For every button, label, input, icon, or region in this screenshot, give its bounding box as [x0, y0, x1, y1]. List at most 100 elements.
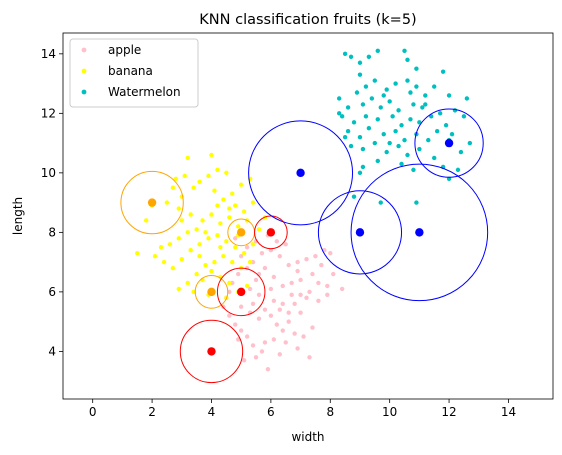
- point-watermelon-67: [342, 134, 348, 140]
- neighbour-radius-circle-2: [194, 275, 229, 309]
- point-banana-64: [209, 152, 214, 158]
- points-layer: [135, 48, 473, 372]
- plot-area-frame: [62, 32, 554, 400]
- point-apple-38: [319, 262, 324, 268]
- point-watermelon-44: [357, 134, 363, 140]
- neighbour-radius-circle-0: [120, 170, 184, 235]
- point-watermelon-34: [351, 120, 357, 125]
- legend-marker-banana: [81, 68, 87, 74]
- point-apple-12: [259, 349, 265, 354]
- point-banana-34: [188, 248, 193, 253]
- point-watermelon-22: [360, 102, 366, 107]
- point-apple-29: [271, 274, 277, 280]
- y-tick-label-14: 14: [41, 47, 56, 61]
- point-apple-28: [262, 265, 268, 271]
- neighbour-radius-circle-6: [248, 120, 354, 226]
- neighbour-radius-circle-5: [179, 319, 244, 384]
- point-watermelon-79: [351, 194, 357, 199]
- point-banana-21: [227, 215, 232, 220]
- point-apple-2: [268, 313, 274, 318]
- point-apple-47: [244, 245, 250, 250]
- y-tick-label-10: 10: [41, 166, 56, 180]
- point-watermelon-24: [378, 105, 383, 110]
- y-axis-label: length: [11, 197, 25, 235]
- point-watermelon-69: [455, 167, 461, 173]
- point-apple-57: [256, 292, 262, 298]
- point-banana-63: [182, 173, 187, 179]
- point-apple-16: [307, 355, 312, 360]
- point-apple-77: [253, 355, 259, 360]
- point-banana-14: [238, 182, 244, 187]
- test-point-8: [415, 228, 424, 237]
- legend-box: [69, 38, 199, 108]
- point-watermelon-48: [402, 137, 407, 143]
- point-apple-30: [280, 283, 285, 289]
- point-watermelon-68: [458, 149, 464, 155]
- point-banana-70: [247, 259, 253, 265]
- point-apple-62: [280, 328, 285, 333]
- test-point-1: [236, 228, 246, 237]
- point-banana-12: [221, 197, 226, 202]
- point-banana-11: [212, 188, 217, 193]
- point-watermelon-29: [437, 111, 443, 116]
- point-banana-41: [250, 242, 256, 247]
- point-apple-76: [236, 337, 241, 342]
- point-watermelon-10: [357, 72, 363, 77]
- point-banana-29: [158, 245, 164, 250]
- point-banana-6: [188, 212, 193, 217]
- point-apple-55: [328, 250, 333, 256]
- point-apple-78: [286, 310, 291, 315]
- point-banana-32: [170, 265, 176, 271]
- point-apple-10: [244, 334, 250, 339]
- point-apple-70: [316, 280, 321, 286]
- y-tick-label-12: 12: [41, 106, 56, 120]
- point-apple-45: [259, 250, 265, 256]
- point-watermelon-62: [399, 161, 404, 167]
- test-point-9: [444, 138, 454, 148]
- point-watermelon-73: [414, 84, 419, 89]
- point-apple-27: [253, 277, 259, 283]
- point-banana-54: [227, 280, 232, 286]
- point-watermelon-56: [384, 149, 389, 155]
- point-banana-71: [197, 253, 202, 259]
- point-watermelon-55: [372, 140, 378, 146]
- point-watermelon-35: [363, 114, 369, 119]
- point-banana-8: [206, 173, 211, 179]
- point-banana-40: [241, 250, 247, 256]
- point-apple-66: [262, 340, 268, 345]
- point-watermelon-41: [429, 114, 434, 119]
- point-watermelon-15: [384, 87, 389, 92]
- point-watermelon-0: [342, 51, 348, 57]
- point-watermelon-39: [408, 117, 413, 122]
- point-banana-33: [179, 256, 184, 262]
- point-banana-0: [185, 155, 190, 161]
- point-watermelon-27: [411, 102, 416, 107]
- point-apple-79: [298, 292, 303, 298]
- point-watermelon-7: [414, 66, 419, 71]
- point-watermelon-74: [387, 140, 392, 146]
- point-watermelon-54: [360, 146, 366, 152]
- point-watermelon-32: [464, 96, 470, 101]
- neighbour-radius-circle-8: [350, 163, 489, 302]
- point-banana-56: [244, 283, 250, 289]
- point-banana-65: [227, 206, 232, 211]
- point-banana-73: [179, 218, 184, 223]
- point-banana-48: [185, 280, 190, 286]
- point-apple-33: [307, 289, 312, 295]
- test-point-5: [207, 347, 216, 356]
- point-watermelon-51: [434, 128, 440, 134]
- point-watermelon-19: [446, 93, 452, 98]
- point-watermelon-21: [345, 105, 351, 110]
- point-apple-74: [295, 268, 300, 274]
- point-watermelon-42: [443, 123, 449, 128]
- point-watermelon-43: [345, 128, 351, 134]
- point-apple-14: [283, 340, 288, 345]
- point-banana-74: [218, 245, 223, 250]
- point-watermelon-2: [366, 54, 372, 60]
- point-banana-23: [209, 212, 214, 217]
- point-apple-13: [271, 337, 277, 342]
- test-point-6: [296, 168, 305, 178]
- x-tick-label-12: 12: [441, 405, 456, 419]
- point-apple-18: [265, 367, 271, 372]
- point-watermelon-23: [369, 96, 375, 101]
